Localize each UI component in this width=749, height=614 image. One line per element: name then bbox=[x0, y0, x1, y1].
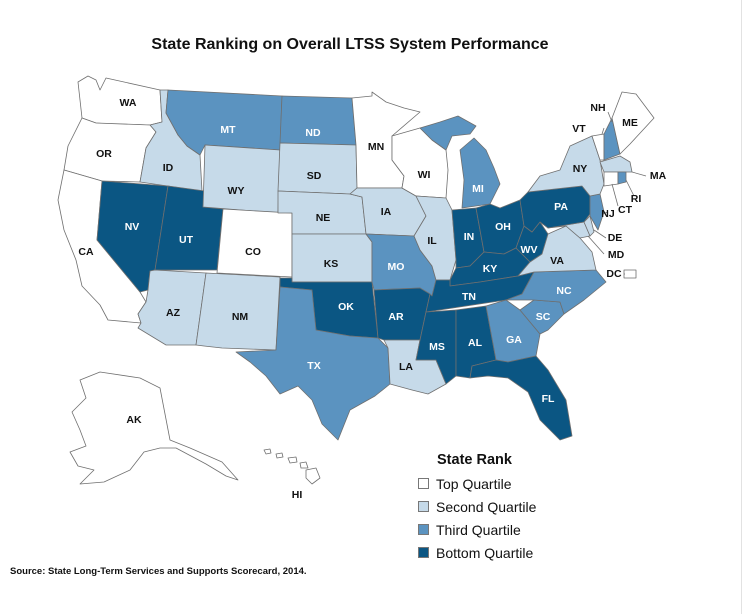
state-de[interactable] bbox=[583, 215, 595, 237]
legend-swatch-third bbox=[418, 524, 429, 535]
legend-item-third: Third Quartile bbox=[418, 518, 536, 541]
legend: State Rank Top Quartile Second Quartile … bbox=[418, 452, 536, 564]
label-mt: MT bbox=[220, 124, 236, 136]
label-or: OR bbox=[96, 148, 112, 160]
label-az: AZ bbox=[166, 307, 181, 319]
label-wy: WY bbox=[228, 185, 245, 197]
legend-item-top: Top Quartile bbox=[418, 472, 536, 495]
label-mi: MI bbox=[472, 183, 484, 195]
md-leader-line bbox=[587, 235, 605, 255]
label-md: MD bbox=[608, 249, 625, 261]
label-nv: NV bbox=[125, 221, 140, 233]
label-ms: MS bbox=[429, 341, 445, 353]
state-nm[interactable] bbox=[195, 272, 281, 351]
label-fl: FL bbox=[542, 393, 555, 405]
label-ma: MA bbox=[650, 170, 667, 182]
nj-leader-line bbox=[601, 211, 609, 215]
state-fl[interactable] bbox=[469, 355, 573, 441]
label-vt: VT bbox=[572, 123, 586, 135]
ma-leader-line bbox=[631, 171, 647, 177]
label-ks: KS bbox=[324, 258, 339, 270]
label-nd: ND bbox=[305, 127, 321, 139]
label-va: VA bbox=[550, 255, 564, 267]
label-tn: TN bbox=[462, 291, 476, 303]
state-sd[interactable] bbox=[277, 142, 358, 195]
label-hi: HI bbox=[292, 489, 303, 501]
label-sc: SC bbox=[536, 311, 551, 323]
source-note: Source: State Long-Term Services and Sup… bbox=[10, 566, 307, 577]
state-co[interactable] bbox=[216, 208, 293, 278]
state-hi[interactable] bbox=[263, 448, 321, 485]
legend-label-third: Third Quartile bbox=[436, 521, 521, 538]
map-title: State Ranking on Overall LTSS System Per… bbox=[151, 36, 549, 53]
legend-item-second: Second Quartile bbox=[418, 495, 536, 518]
label-pa: PA bbox=[554, 201, 568, 213]
label-ut: UT bbox=[179, 234, 194, 246]
state-mi[interactable] bbox=[419, 115, 501, 209]
label-de: DE bbox=[608, 232, 623, 244]
legend-label-top: Top Quartile bbox=[436, 475, 512, 492]
label-in: IN bbox=[464, 231, 475, 243]
label-ok: OK bbox=[338, 301, 354, 313]
label-ny: NY bbox=[573, 163, 588, 175]
label-mo: MO bbox=[388, 261, 405, 273]
label-id: ID bbox=[163, 162, 174, 174]
label-al: AL bbox=[468, 337, 483, 349]
label-tx: TX bbox=[307, 360, 320, 372]
label-nj: NJ bbox=[601, 208, 615, 220]
label-nh: NH bbox=[590, 102, 605, 114]
label-wa: WA bbox=[120, 97, 137, 109]
state-ma[interactable] bbox=[599, 155, 633, 173]
legend-item-bottom: Bottom Quartile bbox=[418, 541, 536, 564]
label-nm: NM bbox=[232, 311, 249, 323]
label-ky: KY bbox=[483, 263, 498, 275]
label-me: ME bbox=[622, 117, 638, 129]
label-mn: MN bbox=[368, 141, 384, 153]
state-wy[interactable] bbox=[202, 144, 281, 214]
legend-swatch-top bbox=[418, 478, 429, 489]
label-la: LA bbox=[399, 361, 413, 373]
label-ne: NE bbox=[316, 212, 331, 224]
label-ct: CT bbox=[618, 204, 633, 216]
label-ga: GA bbox=[506, 334, 522, 346]
label-wi: WI bbox=[418, 169, 431, 181]
label-wv: WV bbox=[521, 244, 538, 256]
legend-swatch-bottom bbox=[418, 547, 429, 558]
nh-leader-line bbox=[607, 111, 613, 123]
state-dc[interactable] bbox=[623, 269, 637, 279]
state-ct[interactable] bbox=[603, 171, 619, 187]
state-ny[interactable] bbox=[527, 135, 605, 197]
label-ak: AK bbox=[126, 414, 142, 426]
legend-swatch-second bbox=[418, 501, 429, 512]
label-dc: DC bbox=[606, 268, 622, 280]
ct-leader-line bbox=[611, 183, 619, 207]
de-leader-line bbox=[593, 229, 607, 239]
label-ia: IA bbox=[381, 206, 392, 218]
legend-title: State Rank bbox=[437, 452, 512, 468]
state-ri[interactable] bbox=[617, 171, 627, 185]
label-ca: CA bbox=[78, 246, 94, 258]
legend-label-second: Second Quartile bbox=[436, 498, 537, 515]
label-co: CO bbox=[245, 246, 261, 258]
frame-divider bbox=[741, 0, 742, 614]
label-ar: AR bbox=[388, 311, 404, 323]
vt-leader-line bbox=[601, 127, 605, 135]
legend-label-bottom: Bottom Quartile bbox=[436, 544, 534, 561]
label-ri: RI bbox=[631, 193, 642, 205]
state-me[interactable] bbox=[611, 91, 655, 155]
label-il: IL bbox=[427, 235, 437, 247]
state-ak[interactable] bbox=[69, 371, 239, 485]
state-tx[interactable] bbox=[235, 286, 391, 441]
label-nc: NC bbox=[556, 285, 572, 297]
label-oh: OH bbox=[495, 221, 511, 233]
ri-leader-line bbox=[625, 179, 635, 197]
label-sd: SD bbox=[307, 170, 322, 182]
